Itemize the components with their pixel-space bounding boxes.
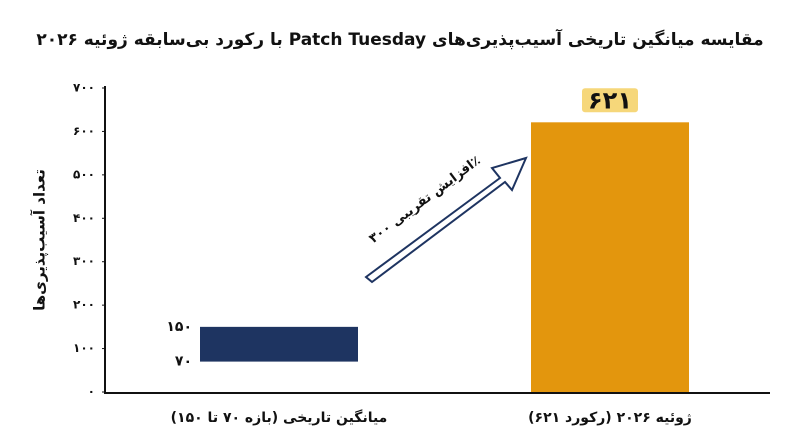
axes xyxy=(104,86,770,394)
y-tick-label: ۳۰۰ xyxy=(73,254,95,268)
y-tick-label: ۴۰۰ xyxy=(73,211,95,225)
y-tick-label: ۷۰۰ xyxy=(73,81,95,95)
label-highlight xyxy=(582,88,638,113)
bar xyxy=(531,122,689,393)
y-axis-label: تعداد آسیب‌پذیری‌ها xyxy=(31,169,50,311)
range-bar xyxy=(200,326,358,362)
chart-title: مقایسه میانگین تاریخی آسیب‌پذیری‌های Pat… xyxy=(36,28,763,50)
x-tick-label: میانگین تاریخی (بازه ۷۰ تا ۱۵۰) xyxy=(171,409,388,426)
data-label: ۱۵۰ xyxy=(166,319,192,335)
increase-arrow xyxy=(364,156,528,284)
y-tick-label: ۱۰۰ xyxy=(73,341,95,355)
y-tick-label: ۰ xyxy=(88,385,95,399)
y-tick-label: ۵۰۰ xyxy=(73,167,95,181)
data-label: ۶۲۱ xyxy=(588,86,632,114)
x-tick-label: ژوئیه ۲۰۲۶ (رکورد ۶۲۱) xyxy=(528,410,692,426)
data-label: ۷۰ xyxy=(175,354,192,370)
y-tick-label: ۲۰۰ xyxy=(73,298,95,312)
y-tick-label: ۶۰۰ xyxy=(73,124,95,138)
